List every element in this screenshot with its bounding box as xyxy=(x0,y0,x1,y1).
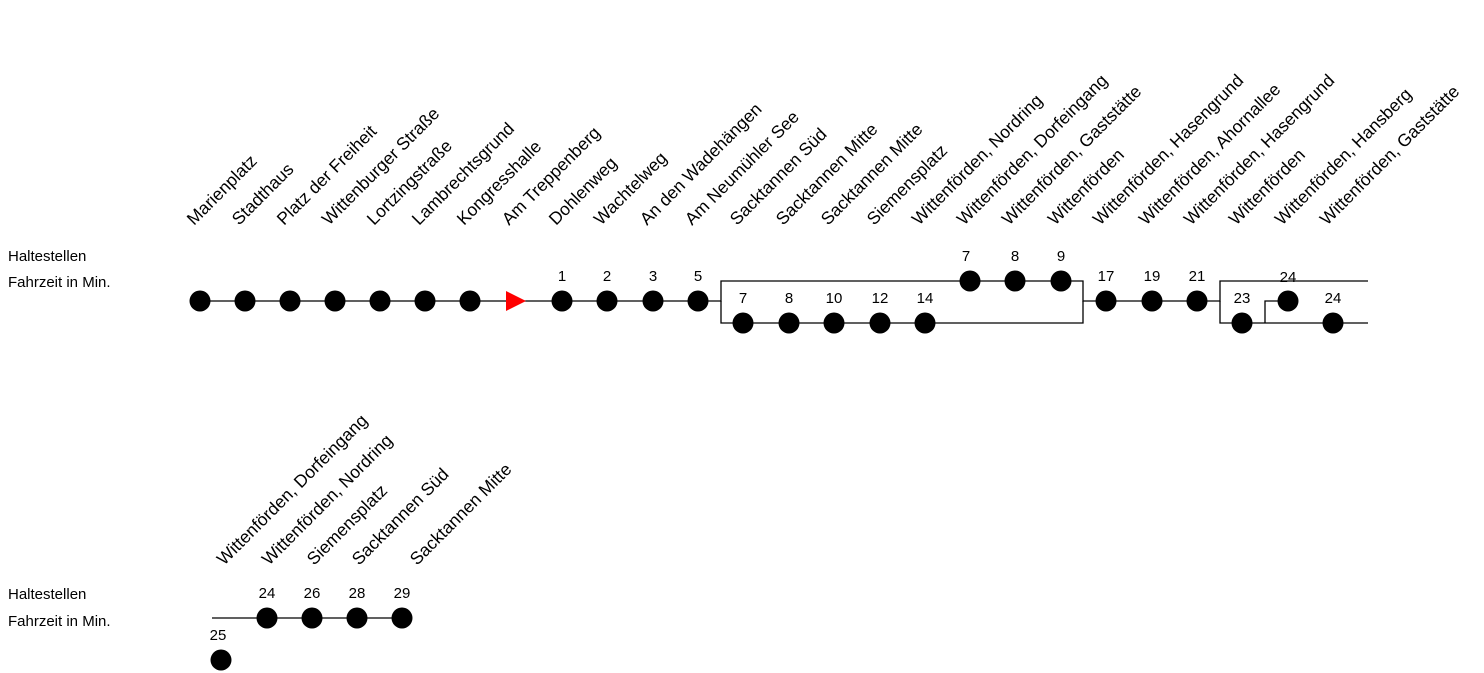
travel-time: 7 xyxy=(962,248,970,265)
travel-time: 19 xyxy=(1144,268,1161,285)
stop-marker xyxy=(1050,270,1072,292)
travel-time: 5 xyxy=(694,268,702,285)
stop-marker xyxy=(189,290,211,312)
stop-marker xyxy=(301,607,323,629)
stop-marker xyxy=(279,290,301,312)
travel-time: 9 xyxy=(1057,248,1065,265)
travel-time: 24 xyxy=(1280,269,1297,286)
travel-time: 8 xyxy=(1011,248,1019,265)
travel-time: 21 xyxy=(1189,268,1206,285)
stop-marker xyxy=(1095,290,1117,312)
stop-marker xyxy=(1322,312,1344,334)
stop-marker xyxy=(256,607,278,629)
stop-marker xyxy=(414,290,436,312)
travel-time: 25 xyxy=(210,627,227,644)
stop-marker xyxy=(346,607,368,629)
travel-time: 23 xyxy=(1234,290,1251,307)
stop-marker xyxy=(823,312,845,334)
stop-marker xyxy=(959,270,981,292)
travel-time: 14 xyxy=(917,290,934,307)
stop-marker xyxy=(1004,270,1026,292)
stop-marker xyxy=(732,312,754,334)
travel-time: 2 xyxy=(603,268,611,285)
route-segment xyxy=(720,301,1084,324)
travel-time: 28 xyxy=(349,585,366,602)
stop-marker xyxy=(687,290,709,312)
start-arrow-icon xyxy=(506,291,526,311)
travel-time: 24 xyxy=(1325,290,1342,307)
travel-time: 17 xyxy=(1098,268,1115,285)
travel-time: 3 xyxy=(649,268,657,285)
stop-marker xyxy=(596,290,618,312)
stop-marker xyxy=(1141,290,1163,312)
travel-time: 1 xyxy=(558,268,566,285)
stop-marker xyxy=(1231,312,1253,334)
stop-marker xyxy=(391,607,413,629)
stop-name: Sacktannen Mitte xyxy=(406,459,516,569)
stop-marker xyxy=(551,290,573,312)
row-label-travel-time: Fahrzeit in Min. xyxy=(8,274,111,291)
stop-marker xyxy=(1277,290,1299,312)
travel-time: 26 xyxy=(304,585,321,602)
route-segment xyxy=(1219,301,1368,324)
travel-time: 12 xyxy=(872,290,889,307)
stop-marker xyxy=(459,290,481,312)
stop-marker xyxy=(778,312,800,334)
stop-marker xyxy=(1186,290,1208,312)
route-segment xyxy=(1197,280,1368,302)
route-segment xyxy=(698,280,1106,302)
row-label-travel-time-2: Fahrzeit in Min. xyxy=(8,613,111,630)
stop-marker xyxy=(210,649,232,671)
stop-markers xyxy=(189,270,1344,671)
stop-marker xyxy=(869,312,891,334)
stop-marker xyxy=(324,290,346,312)
travel-time: 7 xyxy=(739,290,747,307)
stop-marker xyxy=(369,290,391,312)
row-label-stops-2: Haltestellen xyxy=(8,586,87,603)
travel-time: 8 xyxy=(785,290,793,307)
stop-marker xyxy=(642,290,664,312)
travel-time: 10 xyxy=(826,290,843,307)
row-label-stops: Haltestellen xyxy=(8,248,87,265)
stop-marker xyxy=(914,312,936,334)
travel-time: 24 xyxy=(259,585,276,602)
travel-time: 29 xyxy=(394,585,411,602)
stop-marker xyxy=(234,290,256,312)
